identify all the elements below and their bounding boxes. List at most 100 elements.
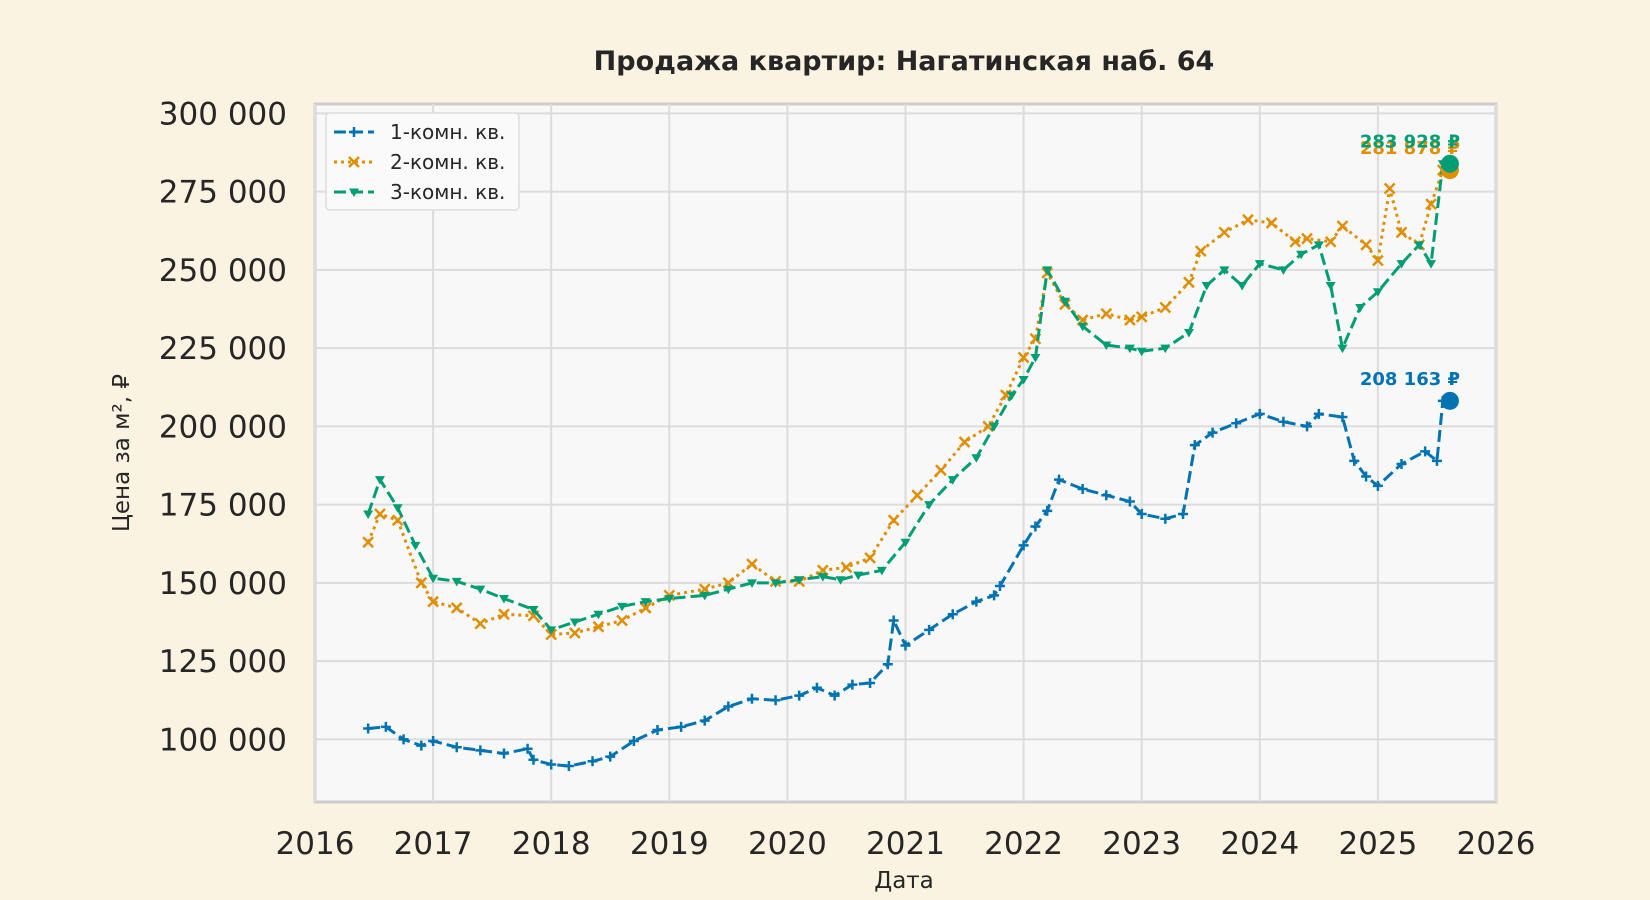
data-point	[865, 678, 876, 689]
data-point	[947, 609, 958, 620]
x-tick-label: 2026	[1457, 826, 1536, 862]
y-tick-label: 125 000	[159, 644, 287, 680]
data-point	[794, 576, 805, 585]
data-point	[699, 715, 710, 726]
data-point	[593, 610, 604, 620]
data-point	[1042, 266, 1053, 275]
data-point	[876, 566, 887, 576]
data-point	[835, 576, 846, 585]
legend-label: 2-комн. кв.	[390, 150, 505, 174]
data-point	[374, 508, 386, 520]
data-point	[723, 701, 734, 712]
data-point	[1189, 440, 1200, 451]
data-point	[1396, 260, 1407, 269]
last-value-label: 208 163 ₽	[1360, 369, 1460, 390]
data-point	[617, 602, 628, 612]
data-point	[746, 579, 757, 588]
data-point	[416, 740, 427, 751]
data-point	[1336, 220, 1349, 232]
data-point	[1030, 354, 1041, 363]
y-tick-label: 275 000	[159, 175, 287, 211]
data-point	[1100, 307, 1113, 320]
data-point	[348, 156, 360, 168]
x-tick-label: 2018	[512, 826, 591, 862]
data-point	[829, 690, 840, 701]
data-point	[1396, 458, 1407, 469]
x-tick-label: 2024	[1220, 826, 1299, 862]
series-3	[363, 160, 1448, 635]
data-point	[1278, 416, 1289, 427]
data-point	[428, 735, 439, 746]
data-point	[1006, 391, 1017, 401]
data-point	[847, 679, 858, 690]
data-point	[475, 585, 486, 595]
data-point	[568, 627, 581, 639]
data-point	[450, 602, 463, 614]
data-point	[1420, 446, 1431, 457]
data-point	[1337, 412, 1348, 423]
data-point	[1218, 226, 1231, 239]
data-point	[811, 682, 822, 693]
data-point	[1077, 322, 1088, 332]
y-tick-label: 150 000	[159, 566, 287, 602]
data-point	[1124, 344, 1135, 354]
data-point	[817, 573, 828, 582]
data-point	[1313, 408, 1324, 419]
y-tick-labels: 100 000 125 000 150 000 175 000 200 000 225 0…	[159, 96, 287, 758]
data-point	[900, 640, 911, 651]
data-point	[958, 436, 971, 448]
legend: 1-комн. кв. 2-комн. кв. 3-комн. кв.	[325, 112, 520, 211]
y-tick-label: 300 000	[159, 96, 287, 132]
data-point	[1101, 341, 1112, 351]
x-tick-labels: 2016 2017 2018 2019 2020 2021 2022 2023 2024 2025…	[276, 826, 1536, 862]
data-point	[1254, 408, 1265, 419]
data-point	[398, 734, 409, 745]
data-point	[1183, 328, 1194, 338]
x-tick-label: 2020	[748, 826, 827, 862]
data-point	[427, 595, 439, 608]
data-point	[522, 743, 533, 754]
data-point	[1431, 455, 1442, 466]
data-point	[1231, 418, 1242, 429]
x-tick-label: 2016	[276, 826, 355, 862]
data-point	[1183, 276, 1195, 289]
data-point	[1301, 232, 1313, 245]
data-point	[475, 745, 486, 756]
data-point	[864, 551, 876, 564]
data-point	[1372, 480, 1383, 491]
data-point	[994, 581, 1005, 592]
data-point	[639, 602, 652, 614]
data-point	[374, 476, 385, 485]
x-tick-label: 2021	[866, 826, 945, 862]
data-point	[888, 615, 899, 626]
data-point	[428, 574, 439, 584]
x-tick-label: 2019	[630, 826, 709, 862]
data-point	[1242, 213, 1254, 226]
legend-label: 3-комн. кв.	[390, 180, 505, 204]
x-tick-label: 2017	[394, 826, 473, 862]
data-point	[410, 541, 421, 551]
data-point	[1160, 344, 1171, 354]
data-point	[563, 761, 574, 772]
data-point	[723, 585, 734, 595]
data-point	[1361, 471, 1372, 482]
data-point	[1194, 245, 1207, 257]
data-point	[1136, 347, 1147, 357]
data-point	[498, 595, 509, 604]
data-point	[1414, 241, 1425, 250]
data-point	[971, 454, 982, 463]
data-point	[498, 608, 510, 621]
data-point	[1017, 351, 1030, 364]
x-tick-label: 2023	[1102, 826, 1181, 862]
data-point	[1054, 474, 1065, 485]
annotations: 208 163 ₽ 281 878 ₽283 928 ₽	[1360, 132, 1460, 410]
data-point	[1360, 238, 1372, 251]
data-point	[1207, 427, 1218, 438]
data-point	[1101, 490, 1112, 501]
data-point	[676, 721, 687, 732]
data-point	[924, 501, 935, 510]
data-point	[652, 725, 663, 736]
data-point	[1178, 509, 1189, 520]
data-point	[1265, 217, 1278, 229]
